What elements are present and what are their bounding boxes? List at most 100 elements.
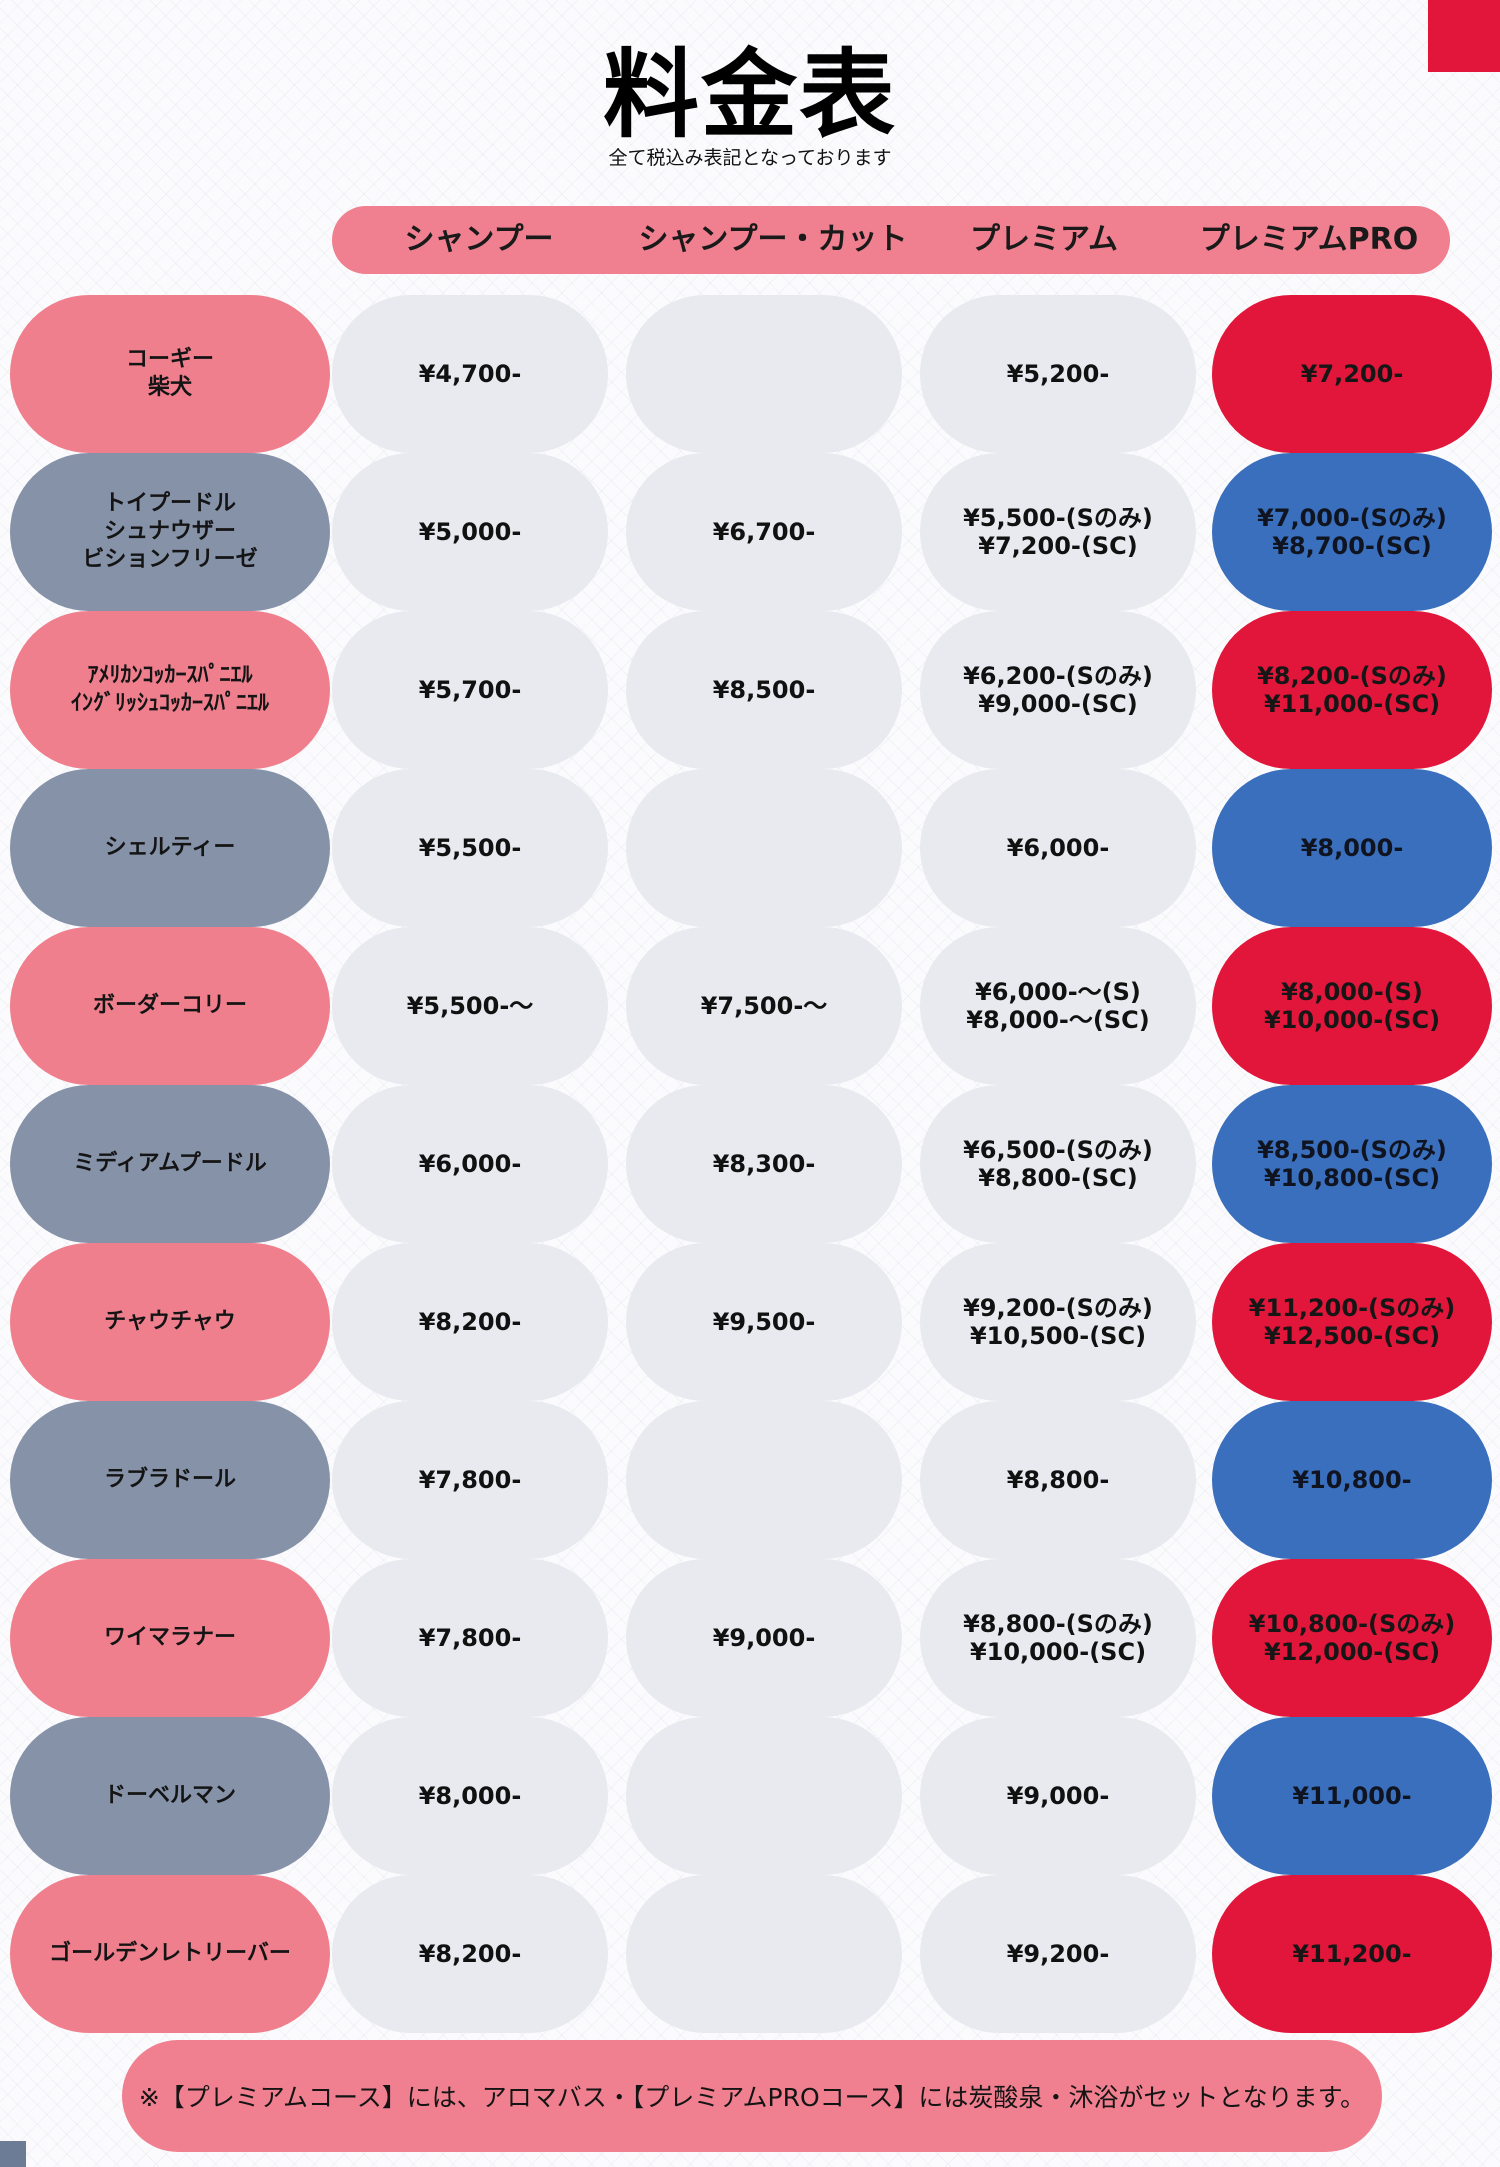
- breed-label-cell: ボーダーコリー: [10, 927, 330, 1085]
- premium-pro-price: ¥7,200-: [1300, 360, 1404, 388]
- shampoo-cut-price-cell: [626, 1875, 902, 2033]
- shampoo-price: ¥5,500-: [418, 834, 522, 862]
- breed-label-cell: トイプードル シュナウザー ビションフリーゼ: [10, 453, 330, 611]
- premium-price-cell: ¥6,000-～(S) ¥8,000-～(SC): [920, 927, 1196, 1085]
- shampoo-cut-price-cell: ¥8,500-: [626, 611, 902, 769]
- premium-pro-price: ¥11,000-: [1292, 1782, 1412, 1810]
- premium-price: ¥5,500-(Sのみ) ¥7,200-(SC): [963, 504, 1153, 560]
- premium-pro-price: ¥10,800-: [1292, 1466, 1412, 1494]
- premium-pro-price-cell: ¥8,000-(S) ¥10,000-(SC): [1212, 927, 1492, 1085]
- shampoo-cut-price: ¥7,500-～: [700, 992, 828, 1020]
- premium-price-cell: ¥9,200-(Sのみ) ¥10,500-(SC): [920, 1243, 1196, 1401]
- premium-pro-price: ¥8,500-(Sのみ) ¥10,800-(SC): [1257, 1136, 1447, 1192]
- premium-price: ¥9,200-(Sのみ) ¥10,500-(SC): [963, 1294, 1153, 1350]
- premium-pro-price-cell: ¥8,000-: [1212, 769, 1492, 927]
- footer-note: ※【プレミアムコース】には、アロマバス・【プレミアムPROコース】には炭酸泉・沐…: [122, 2040, 1382, 2152]
- header-premium: プレミアム: [970, 222, 1118, 257]
- premium-price: ¥5,200-: [1006, 360, 1110, 388]
- header-shampoo: シャンプー: [404, 222, 554, 257]
- premium-price-cell: ¥8,800-(Sのみ) ¥10,000-(SC): [920, 1559, 1196, 1717]
- breed-label: ミディアムプードル: [73, 1151, 267, 1176]
- breed-label-cell: ゴールデンレトリーバー: [10, 1875, 330, 2033]
- premium-pro-price: ¥8,000-: [1300, 834, 1404, 862]
- header-shampoo-cut: シャンプー・カット: [638, 222, 908, 257]
- breed-label: ゴールデンレトリーバー: [49, 1941, 291, 1966]
- shampoo-cut-price-cell: ¥9,000-: [626, 1559, 902, 1717]
- premium-pro-price-cell: ¥8,500-(Sのみ) ¥10,800-(SC): [1212, 1085, 1492, 1243]
- premium-pro-price: ¥11,200-: [1292, 1940, 1412, 1968]
- tax-note-subtitle: 全て税込み表記となっております: [608, 147, 892, 169]
- shampoo-cut-price-cell: ¥9,500-: [626, 1243, 902, 1401]
- shampoo-price: ¥6,000-: [418, 1150, 522, 1178]
- breed-label: ラブラドール: [103, 1467, 236, 1492]
- premium-price-cell: ¥9,200-: [920, 1875, 1196, 2033]
- breed-label: ｱﾒﾘｶﾝｺｯｶｰｽﾊﾟﾆｴﾙ ｲﾝｸﾞﾘｯｼｭｺｯｶｰｽﾊﾟﾆｴﾙ: [70, 663, 269, 716]
- premium-price: ¥6,000-～(S) ¥8,000-～(SC): [966, 978, 1150, 1034]
- premium-pro-price: ¥7,000-(Sのみ) ¥8,700-(SC): [1257, 504, 1447, 560]
- premium-pro-price-cell: ¥8,200-(Sのみ) ¥11,000-(SC): [1212, 611, 1492, 769]
- breed-label: トイプードル シュナウザー ビションフリーゼ: [82, 491, 258, 572]
- shampoo-price: ¥7,800-: [418, 1624, 522, 1652]
- premium-price: ¥8,800-(Sのみ) ¥10,000-(SC): [963, 1610, 1153, 1666]
- shampoo-cut-price: ¥9,500-: [712, 1308, 816, 1336]
- premium-price: ¥9,200-: [1006, 1940, 1110, 1968]
- premium-pro-price-cell: ¥11,200-: [1212, 1875, 1492, 2033]
- premium-pro-price-cell: ¥7,000-(Sのみ) ¥8,700-(SC): [1212, 453, 1492, 611]
- premium-price: ¥9,000-: [1006, 1782, 1110, 1810]
- shampoo-cut-price-cell: [626, 1717, 902, 1875]
- premium-pro-price: ¥11,200-(Sのみ) ¥12,500-(SC): [1248, 1294, 1456, 1350]
- shampoo-price-cell: ¥5,000-: [332, 453, 608, 611]
- shampoo-price: ¥8,200-: [418, 1940, 522, 1968]
- shampoo-cut-price-cell: [626, 295, 902, 453]
- premium-price-cell: ¥5,500-(Sのみ) ¥7,200-(SC): [920, 453, 1196, 611]
- premium-pro-price: ¥10,800-(Sのみ) ¥12,000-(SC): [1248, 1610, 1456, 1666]
- breed-label-cell: ラブラドール: [10, 1401, 330, 1559]
- breed-label: ボーダーコリー: [92, 993, 247, 1018]
- breed-label-cell: ミディアムプードル: [10, 1085, 330, 1243]
- shampoo-cut-price: ¥6,700-: [712, 518, 816, 546]
- premium-pro-price-cell: ¥10,800-(Sのみ) ¥12,000-(SC): [1212, 1559, 1492, 1717]
- premium-price: ¥8,800-: [1006, 1466, 1110, 1494]
- breed-label-cell: シェルティー: [10, 769, 330, 927]
- breed-label: シェルティー: [104, 835, 236, 860]
- shampoo-price-cell: ¥7,800-: [332, 1401, 608, 1559]
- breed-label-cell: ｱﾒﾘｶﾝｺｯｶｰｽﾊﾟﾆｴﾙ ｲﾝｸﾞﾘｯｼｭｺｯｶｰｽﾊﾟﾆｴﾙ: [10, 611, 330, 769]
- premium-price: ¥6,000-: [1006, 834, 1110, 862]
- header-premium-pro: プレミアムPRO: [1199, 222, 1419, 257]
- corner-accent-bottom-left: [0, 2141, 26, 2167]
- shampoo-price: ¥5,000-: [418, 518, 522, 546]
- shampoo-price-cell: ¥5,500-: [332, 769, 608, 927]
- premium-pro-price-cell: ¥10,800-: [1212, 1401, 1492, 1559]
- breed-label-cell: ワイマラナー: [10, 1559, 330, 1717]
- corner-accent-top-right: [1428, 0, 1500, 72]
- shampoo-cut-price-cell: [626, 1401, 902, 1559]
- breed-label-cell: ドーベルマン: [10, 1717, 330, 1875]
- breed-label: コーギー 柴犬: [125, 347, 214, 400]
- shampoo-price-cell: ¥5,500-～: [332, 927, 608, 1085]
- premium-pro-price-cell: ¥11,200-(Sのみ) ¥12,500-(SC): [1212, 1243, 1492, 1401]
- shampoo-cut-price-cell: ¥7,500-～: [626, 927, 902, 1085]
- premium-price-cell: ¥5,200-: [920, 295, 1196, 453]
- premium-price-cell: ¥8,800-: [920, 1401, 1196, 1559]
- shampoo-cut-price: ¥9,000-: [712, 1624, 816, 1652]
- breed-label-cell: チャウチャウ: [10, 1243, 330, 1401]
- shampoo-price-cell: ¥8,200-: [332, 1243, 608, 1401]
- shampoo-price: ¥8,200-: [418, 1308, 522, 1336]
- premium-price-cell: ¥6,200-(Sのみ) ¥9,000-(SC): [920, 611, 1196, 769]
- premium-price: ¥6,500-(Sのみ) ¥8,800-(SC): [963, 1136, 1153, 1192]
- shampoo-cut-price-cell: [626, 769, 902, 927]
- breed-label-cell: コーギー 柴犬: [10, 295, 330, 453]
- premium-pro-price-cell: ¥7,200-: [1212, 295, 1492, 453]
- shampoo-price: ¥7,800-: [418, 1466, 522, 1494]
- shampoo-price: ¥8,000-: [418, 1782, 522, 1810]
- shampoo-price-cell: ¥4,700-: [332, 295, 608, 453]
- shampoo-price-cell: ¥8,200-: [332, 1875, 608, 2033]
- breed-label: ドーベルマン: [103, 1783, 236, 1808]
- shampoo-price-cell: ¥8,000-: [332, 1717, 608, 1875]
- shampoo-cut-price-cell: ¥8,300-: [626, 1085, 902, 1243]
- page-title: 料金表: [603, 39, 897, 151]
- shampoo-cut-price: ¥8,300-: [712, 1150, 816, 1178]
- shampoo-cut-price: ¥8,500-: [712, 676, 816, 704]
- premium-price-cell: ¥6,500-(Sのみ) ¥8,800-(SC): [920, 1085, 1196, 1243]
- shampoo-price-cell: ¥7,800-: [332, 1559, 608, 1717]
